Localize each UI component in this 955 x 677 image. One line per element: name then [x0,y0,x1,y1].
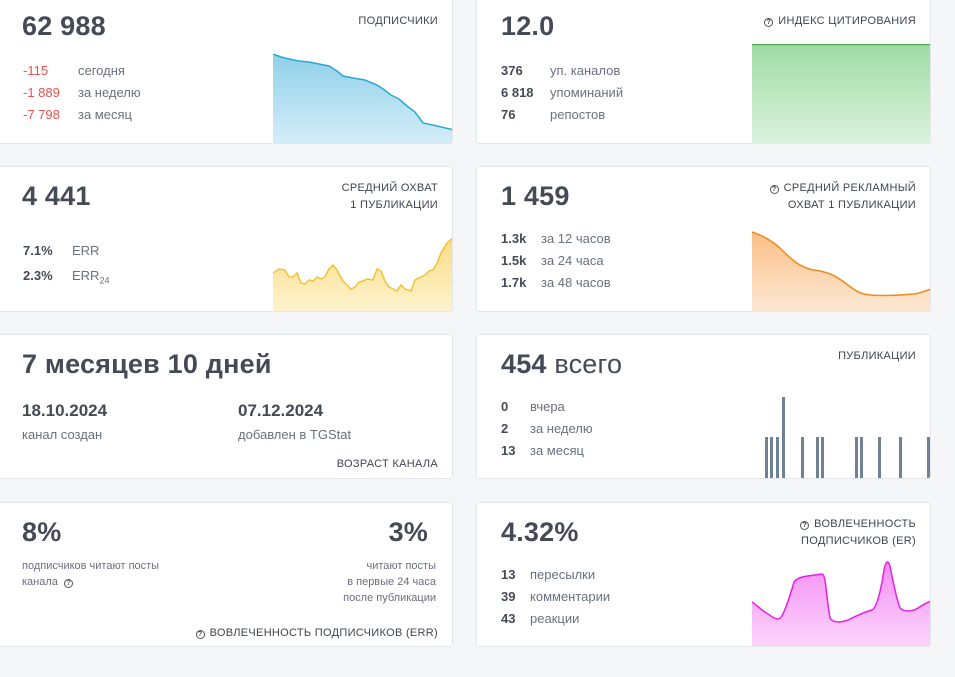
ad-reach-12h-label: за 12 часов [541,231,611,246]
engagement-sparkline [752,561,930,646]
reach-value: 4 441 [22,181,91,211]
subscribers-count: 62 988 [22,11,106,41]
ad-reach-sparkline [752,231,930,311]
engagement-forwards-row: 13 пересылки [501,566,701,584]
subscribers-today-value: -115 [23,63,49,78]
err-right-value: 3% [388,517,428,547]
reach-title: СРЕДНИЙ ОХВАТ 1 ПУБЛИКАЦИИ [341,182,438,211]
help-icon[interactable]: ? [769,185,779,194]
publications-title: ПУБЛИКАЦИИ [838,350,916,362]
help-icon[interactable]: ? [195,630,205,639]
reach-err24-value: 2.3% [23,268,53,283]
subscribers-sparkline [273,54,452,143]
ad-reach-24h-label: за 24 часа [541,253,604,268]
ad-reach-48h-label: за 48 часов [541,275,611,290]
citation-reposts-row: 76 репостов [501,106,701,124]
publications-month-row: 13 за месяц [501,442,701,460]
citation-reposts-label: репостов [550,107,606,122]
ad-reach-title: ? СРЕДНИЙ РЕКЛАМНЫЙ ОХВАТ 1 ПУБЛИКАЦИИ [769,180,916,214]
err-left-caption: подписчиков читают посты канала ? [22,560,160,588]
engagement-reactions-label: реакции [530,611,580,626]
citation-card[interactable]: 12.0 ? ИНДЕКС ЦИТИРОВАНИЯ 376 уп. каналов… [476,0,931,144]
publications-yesterday-row: 0 вчера [501,398,701,416]
channel-age-card[interactable]: 7 месяцев 10 дней 18.10.2024 канал созда… [0,334,453,479]
publications-bar-chart [765,397,930,478]
engagement-forwards-value: 13 [501,567,516,582]
subscribers-today-label: сегодня [78,63,125,78]
citation-channels-label: уп. каналов [550,63,621,78]
citation-sparkline [752,44,930,143]
reach-card[interactable]: 4 441 СРЕДНИЙ ОХВАТ 1 ПУБЛИКАЦИИ 7.1% ERR… [0,166,453,312]
engagement-title: ? ВОВЛЕЧЕННОСТЬ ПОДПИСЧИКОВ (ER) [800,518,916,547]
channel-age-title: ВОЗРАСТ КАНАЛА [336,458,438,470]
publications-week-value: 2 [501,421,509,436]
ad-reach-12h-row: 1.3k за 12 часов [501,230,701,248]
subscribers-month-label: за месяц [78,107,132,122]
reach-err-label: ERR [72,243,100,258]
help-icon[interactable]: ? [800,521,810,530]
subscribers-title: ПОДПИСЧИКИ [358,15,438,27]
engagement-forwards-label: пересылки [530,567,596,582]
citation-title: ? ИНДЕКС ЦИТИРОВАНИЯ [764,13,916,30]
added-label: добавлен в TGStat [238,427,352,442]
subscribers-card[interactable]: 62 988 ПОДПИСЧИКИ -115 сегодня -1 889 за… [0,0,453,144]
help-icon[interactable]: ? [764,18,774,27]
subscribers-today-row: -115 сегодня [23,62,223,80]
reach-err-value: 7.1% [23,243,53,258]
created-date: 18.10.2024 [22,401,108,420]
engagement-comments-label: комментарии [530,589,611,604]
ad-reach-48h-row: 1.7k за 48 часов [501,274,701,292]
citation-channels-value: 376 [501,63,523,78]
citation-mentions-label: упоминаний [550,85,624,100]
ad-reach-24h-value: 1.5k [501,253,527,268]
citation-mentions-value: 6 818 [501,85,534,100]
citation-reposts-value: 76 [501,107,516,122]
help-icon[interactable]: ? [63,579,73,588]
publications-week-label: за неделю [530,421,593,436]
citation-mentions-row: 6 818 упоминаний [501,84,701,102]
subscribers-week-row: -1 889 за неделю [23,84,223,102]
citation-index: 12.0 [501,11,555,41]
reach-err24-label: ERR24 [72,268,110,286]
engagement-comments-row: 39 комментарии [501,588,701,606]
ad-reach-48h-value: 1.7k [501,275,527,290]
publications-yesterday-value: 0 [501,399,509,414]
err-card[interactable]: 8% подписчиков читают посты канала ? 3% … [0,502,453,647]
subscribers-month-row: -7 798 за месяц [23,106,223,124]
ad-reach-12h-value: 1.3k [501,231,527,246]
added-date: 07.12.2024 [238,401,324,420]
err-right-caption: читают посты в первые 24 часа после публ… [343,560,436,604]
publications-week-row: 2 за неделю [501,420,701,438]
ad-reach-card[interactable]: 1 459 ? СРЕДНИЙ РЕКЛАМНЫЙ ОХВАТ 1 ПУБЛИКА… [476,166,931,312]
engagement-comments-value: 39 [501,589,516,604]
engagement-reactions-row: 43 реакции [501,610,701,628]
subscribers-week-value: -1 889 [23,85,60,100]
citation-channels-row: 376 уп. каналов [501,62,701,80]
channel-age-value: 7 месяцев 10 дней [22,349,272,379]
publications-card[interactable]: 454 всего ПУБЛИКАЦИИ 0 вчера 2 за неделю… [476,334,931,479]
publications-month-label: за месяц [530,443,584,458]
created-label: канал создан [22,427,103,442]
publications-total: 454 всего [501,349,623,379]
reach-err24-row: 2.3% ERR24 [23,267,223,286]
engagement-card[interactable]: 4.32% ? ВОВЛЕЧЕННОСТЬ ПОДПИСЧИКОВ (ER) 13… [476,502,931,647]
subscribers-month-value: -7 798 [23,107,60,122]
err-left-value: 8% [22,517,62,547]
publications-month-value: 13 [501,443,516,458]
engagement-reactions-value: 43 [501,611,516,626]
engagement-value: 4.32% [501,517,579,547]
err-title: ? ВОВЛЕЧЕННОСТЬ ПОДПИСЧИКОВ (ERR) [195,625,438,642]
publications-yesterday-label: вчера [530,399,565,414]
reach-err-row: 7.1% ERR [23,242,223,260]
ad-reach-value: 1 459 [501,181,570,211]
subscribers-week-label: за неделю [78,85,141,100]
reach-sparkline [273,237,452,311]
ad-reach-24h-row: 1.5k за 24 часа [501,252,701,270]
